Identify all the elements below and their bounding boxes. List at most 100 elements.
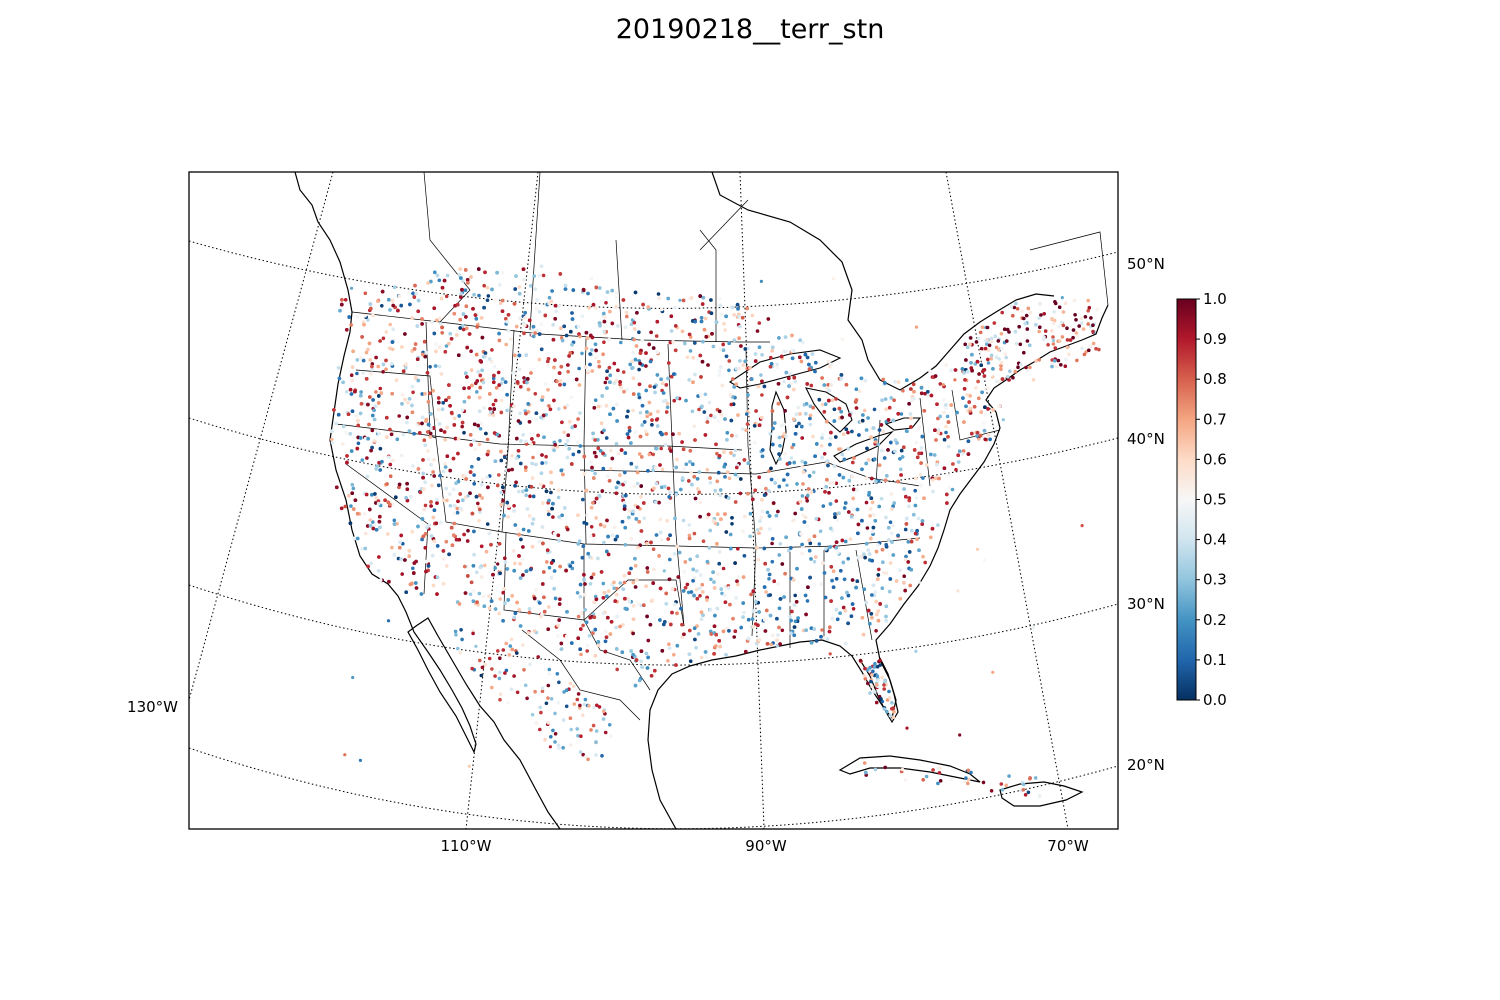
station-point: [825, 477, 829, 482]
station-point: [609, 620, 614, 624]
station-point: [388, 322, 393, 327]
station-point: [388, 474, 393, 479]
station-point: [796, 616, 800, 620]
station-point: [478, 427, 483, 431]
station-point: [544, 382, 548, 386]
station-point: [441, 401, 446, 405]
station-point: [688, 349, 693, 353]
station-point: [740, 427, 745, 432]
station-point: [645, 570, 650, 574]
station-point: [819, 634, 823, 639]
station-point: [539, 322, 544, 327]
station-point: [812, 582, 817, 587]
station-point: [609, 448, 613, 453]
station-point: [506, 598, 511, 602]
station-point: [702, 410, 707, 414]
station-point: [534, 587, 538, 592]
station-point: [931, 489, 935, 494]
station-point: [729, 546, 733, 551]
station-point: [629, 322, 634, 327]
station-point: [589, 276, 594, 281]
station-point: [633, 430, 638, 434]
station-point: [369, 561, 374, 566]
station-point: [478, 385, 483, 390]
station-point: [416, 378, 421, 383]
station-point: [680, 622, 684, 627]
station-point: [635, 578, 639, 582]
station-point: [795, 482, 799, 486]
station-point: [610, 456, 615, 461]
station-point: [716, 470, 721, 475]
station-point: [733, 500, 738, 504]
station-point: [479, 316, 484, 320]
station-point: [674, 324, 678, 328]
station-point: [593, 594, 598, 599]
station-point: [399, 533, 404, 538]
station-point: [505, 500, 510, 505]
station-point: [658, 530, 663, 535]
station-point: [936, 523, 940, 527]
station-point: [666, 486, 671, 491]
station-point: [764, 486, 768, 491]
station-point: [353, 389, 357, 394]
station-point: [742, 554, 747, 558]
station-point: [864, 600, 868, 605]
station-point: [596, 640, 601, 644]
station-point: [931, 478, 935, 482]
station-point: [388, 502, 392, 507]
station-point: [762, 618, 767, 622]
station-point: [541, 484, 546, 489]
station-point: [668, 490, 672, 495]
station-point: [503, 601, 507, 606]
station-point: [464, 371, 468, 376]
station-point: [582, 454, 587, 459]
station-point: [365, 456, 369, 460]
station-point: [699, 610, 704, 614]
station-point: [823, 490, 827, 494]
station-point: [717, 297, 722, 301]
station-point: [907, 504, 911, 509]
station-point: [497, 338, 502, 343]
station-point: [345, 460, 349, 465]
station-point: [466, 574, 470, 578]
station-point: [582, 520, 586, 525]
station-point: [777, 606, 782, 611]
station-point: [728, 532, 733, 537]
station-point: [378, 468, 383, 472]
station-point: [872, 407, 877, 412]
station-point: [457, 273, 462, 277]
station-point: [460, 420, 465, 425]
station-point: [460, 408, 465, 412]
station-point: [602, 311, 606, 316]
station-point: [558, 439, 562, 443]
station-point: [783, 409, 787, 413]
station-point: [640, 339, 645, 343]
station-point: [669, 314, 674, 319]
station-point: [541, 413, 546, 418]
station-point: [499, 449, 503, 454]
station-point: [709, 311, 714, 316]
station-point: [517, 608, 521, 612]
station-point: [699, 319, 704, 324]
station-point: [513, 561, 517, 566]
station-point: [497, 331, 501, 336]
station-point: [757, 321, 762, 325]
station-point: [568, 351, 573, 355]
station-point: [596, 643, 601, 648]
station-point: [981, 369, 985, 374]
station-point: [701, 339, 705, 344]
station-point: [924, 463, 929, 467]
station-point: [986, 407, 990, 411]
station-point: [628, 362, 632, 367]
station-point: [368, 524, 373, 528]
station-point: [608, 466, 613, 471]
station-point: [583, 608, 587, 612]
station-point: [629, 649, 633, 653]
station-point: [884, 614, 888, 619]
station-point: [768, 432, 773, 436]
station-point: [964, 358, 968, 362]
station-point: [946, 435, 950, 439]
station-point: [426, 449, 430, 453]
station-point: [769, 362, 774, 366]
station-point: [758, 519, 762, 523]
